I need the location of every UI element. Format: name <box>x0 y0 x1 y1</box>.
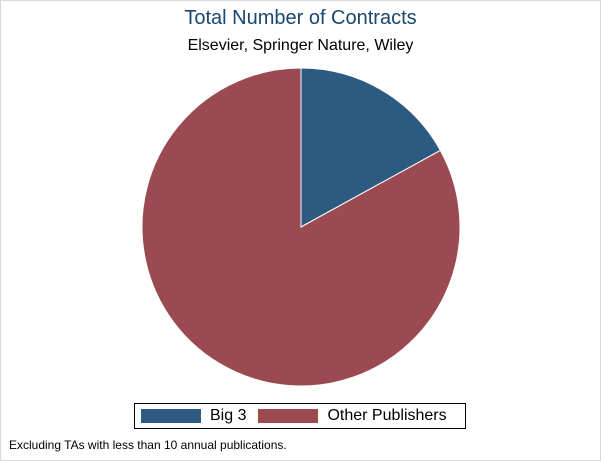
legend-swatch-other-publishers <box>258 409 319 423</box>
legend-label-other-publishers: Other Publishers <box>327 407 447 424</box>
legend-item-big-3: Big 3 <box>135 407 246 425</box>
pie-slice-big-3 <box>300 67 442 228</box>
legend-swatch-big-3 <box>141 409 201 423</box>
legend: Big 3 Other Publishers <box>134 403 466 429</box>
pie-chart <box>141 67 461 387</box>
legend-item-other-publishers: Other Publishers <box>252 407 447 425</box>
chart-title: Total Number of Contracts <box>184 7 417 29</box>
legend-label-big-3: Big 3 <box>210 407 247 424</box>
pie-slice-other-publishers <box>141 67 461 387</box>
footnote: Excluding TAs with less than 10 annual p… <box>9 438 287 452</box>
chart-subtitle: Elsevier, Springer Nature, Wiley <box>187 37 414 54</box>
